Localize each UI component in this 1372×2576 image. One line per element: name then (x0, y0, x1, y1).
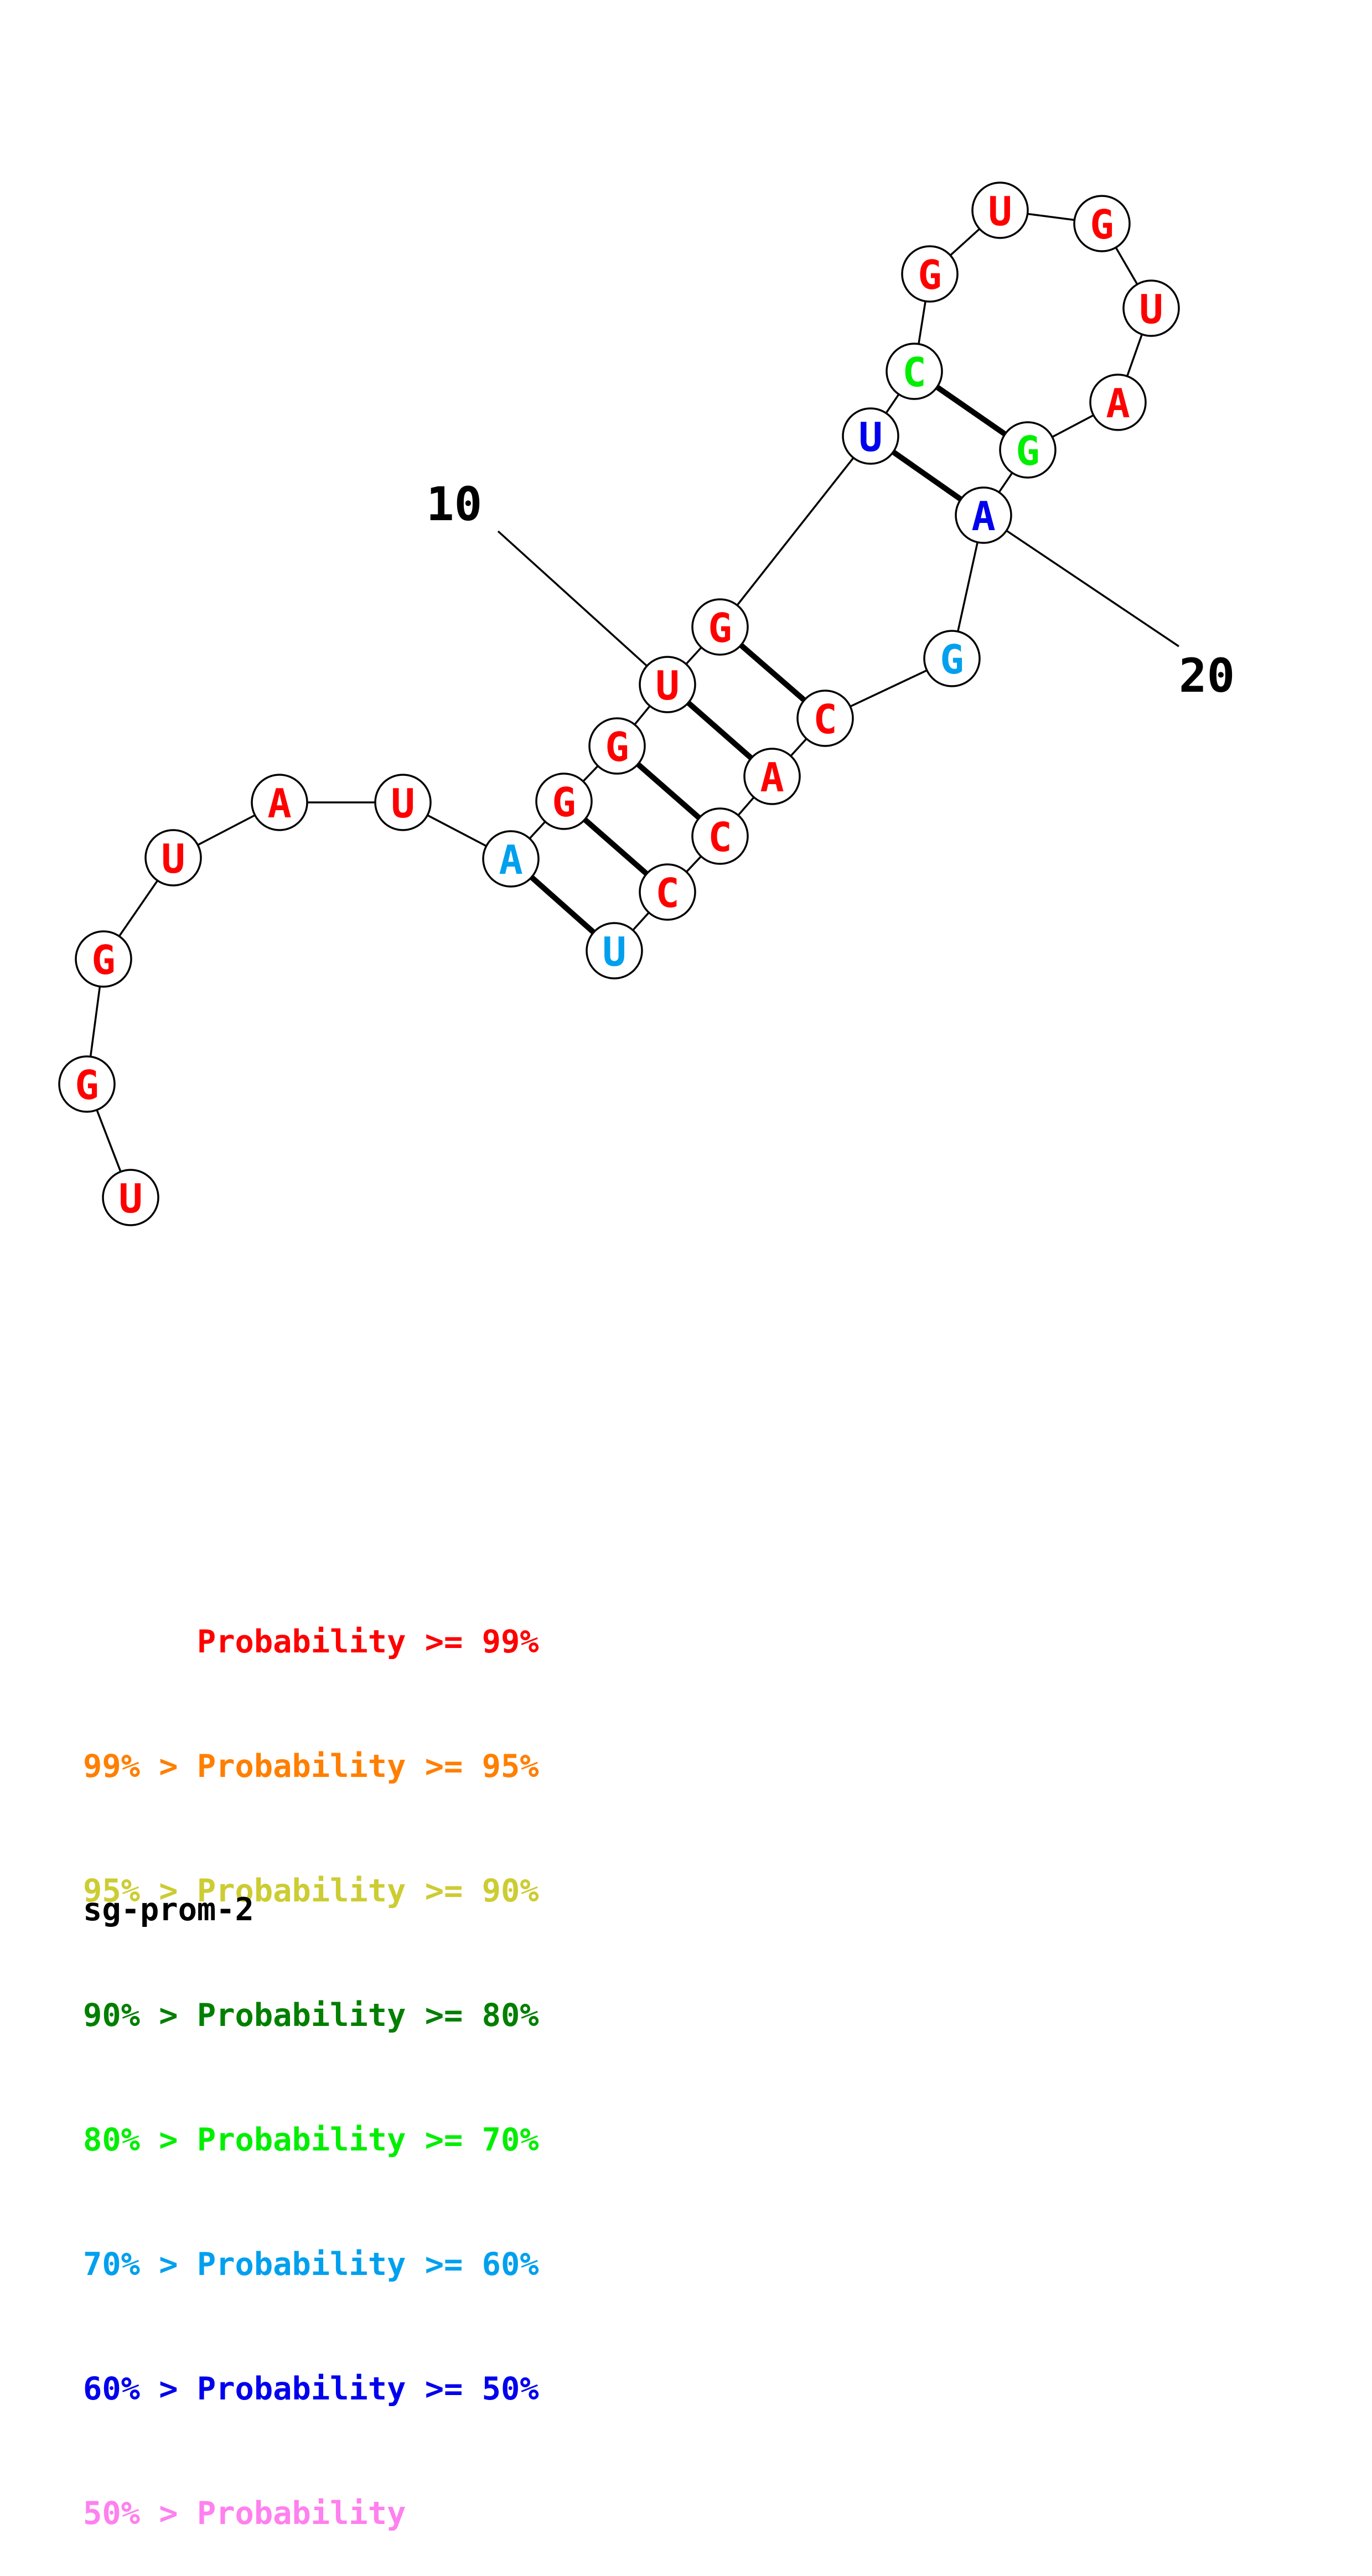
nucleotide: U (842, 407, 899, 465)
legend-row-7: 60% > Probability >= 50% (83, 2371, 539, 2407)
nucleotide-letter: U (118, 1175, 142, 1222)
nucleotide-circle (588, 717, 646, 775)
nucleotide: G (588, 717, 646, 775)
nucleotide-letter: G (91, 937, 115, 983)
nucleotide: U (144, 829, 202, 887)
nucleotide: U (586, 922, 643, 979)
nucleotide: A (251, 774, 308, 831)
nucleotide-circle (999, 421, 1057, 479)
nucleotide-circle (102, 1169, 159, 1226)
nucleotide: U (971, 182, 1029, 239)
nucleotide-circle (886, 343, 943, 400)
nucleotide-letter: G (552, 779, 576, 826)
nucleotide: G (901, 245, 959, 303)
nucleotide-circle (955, 486, 1012, 544)
nucleotide: G (1073, 195, 1131, 252)
nucleotide-circle (1122, 279, 1180, 337)
nucleotide-circle (743, 748, 801, 805)
nucleotide-circle (796, 690, 854, 747)
nucleotide-letter: A (267, 780, 291, 827)
nucleotide-letter: G (708, 605, 732, 651)
nucleotide-circle (482, 830, 540, 888)
legend-row-4: 90% > Probability >= 80% (83, 1997, 539, 2034)
nucleotide-circle (58, 1055, 116, 1113)
nucleotide-letter: U (161, 836, 185, 882)
nucleotide-letter: A (760, 754, 784, 801)
nucleotide-letter: G (75, 1062, 99, 1108)
legend-row-6: 70% > Probability >= 60% (83, 2246, 539, 2283)
legend-row-1: Probability >= 99% (83, 1624, 539, 1660)
nucleotide-circle (923, 630, 981, 687)
nucleotide-circle (75, 930, 132, 988)
nucleotide-letter: U (655, 662, 679, 709)
nucleotide: U (374, 774, 432, 831)
nucleotide-circle (586, 922, 643, 979)
nucleotide-letter: C (655, 870, 679, 916)
nucleotide: C (886, 343, 943, 400)
nucleotide: G (691, 598, 749, 656)
position-tick-line (497, 530, 669, 686)
nucleotide-letter: G (1090, 201, 1114, 248)
probability-legend: Probability >= 99% 99% > Probability >= … (83, 1538, 539, 2576)
nucleotide-circle (144, 829, 202, 887)
nucleotide: G (999, 421, 1057, 479)
nucleotide: G (535, 773, 593, 830)
nucleotide-circle (1089, 374, 1147, 431)
nucleotide: U (102, 1169, 159, 1226)
nucleotide-letter: C (902, 349, 926, 396)
nucleotide-circle (691, 598, 749, 656)
nucleotide-letter: C (813, 696, 837, 743)
nucleotide-letter: G (1016, 428, 1039, 474)
nucleotide-circle (1073, 195, 1131, 252)
nucleotide-letter: A (971, 493, 995, 540)
position-label: 10 (426, 477, 482, 531)
nucleotide-letter: G (940, 636, 964, 683)
nucleotide-letter: G (918, 252, 941, 298)
nucleotide-letter: U (602, 929, 626, 975)
nucleotide: A (1089, 374, 1147, 431)
nucleotide-letter: U (988, 188, 1012, 235)
nucleotide-letter: A (499, 837, 522, 883)
nucleotide-letter: A (1106, 380, 1130, 427)
nucleotide: A (955, 486, 1012, 544)
backbone (86, 209, 1152, 1198)
nucleotide: G (58, 1055, 116, 1113)
legend-row-8: 50% > Probability (83, 2495, 406, 2532)
nucleotide: G (75, 930, 132, 988)
nucleotide: A (743, 748, 801, 805)
position-label: 20 (1179, 649, 1235, 703)
nucleotide: U (639, 656, 696, 713)
nucleotide: A (482, 830, 540, 888)
structure-name: sg-prom-2 (83, 1891, 254, 1928)
nucleotide-circle (374, 774, 432, 831)
nucleotide-circle (639, 863, 696, 921)
position-tick-line (983, 514, 1179, 647)
nucleotide: C (796, 690, 854, 747)
nucleotide: G (923, 630, 981, 687)
nucleotide-letter: U (391, 780, 415, 827)
nucleotide-circle (535, 773, 593, 830)
nucleotide: U (1122, 279, 1180, 337)
position-markers: 10 20 (426, 477, 1235, 703)
nucleotide-letter: C (708, 814, 732, 861)
nucleotide: C (691, 807, 749, 865)
legend-row-3: 95% > Probability >= 90% (83, 1873, 539, 1909)
nucleotide-circle (901, 245, 959, 303)
nucleotide-circle (251, 774, 308, 831)
nucleotide-letter: U (858, 414, 882, 460)
nucleotide-letter: G (605, 724, 629, 770)
legend-row-2: 99% > Probability >= 95% (83, 1748, 539, 1785)
nucleotide-circle (842, 407, 899, 465)
nucleotide-letter: U (1139, 286, 1163, 333)
nucleotide-circle (639, 656, 696, 713)
nucleotide: C (639, 863, 696, 921)
legend-row-5: 80% > Probability >= 70% (83, 2122, 539, 2158)
backbone-segment (719, 435, 872, 628)
nucleotide-circle (691, 807, 749, 865)
nucleotide-circle (971, 182, 1029, 239)
